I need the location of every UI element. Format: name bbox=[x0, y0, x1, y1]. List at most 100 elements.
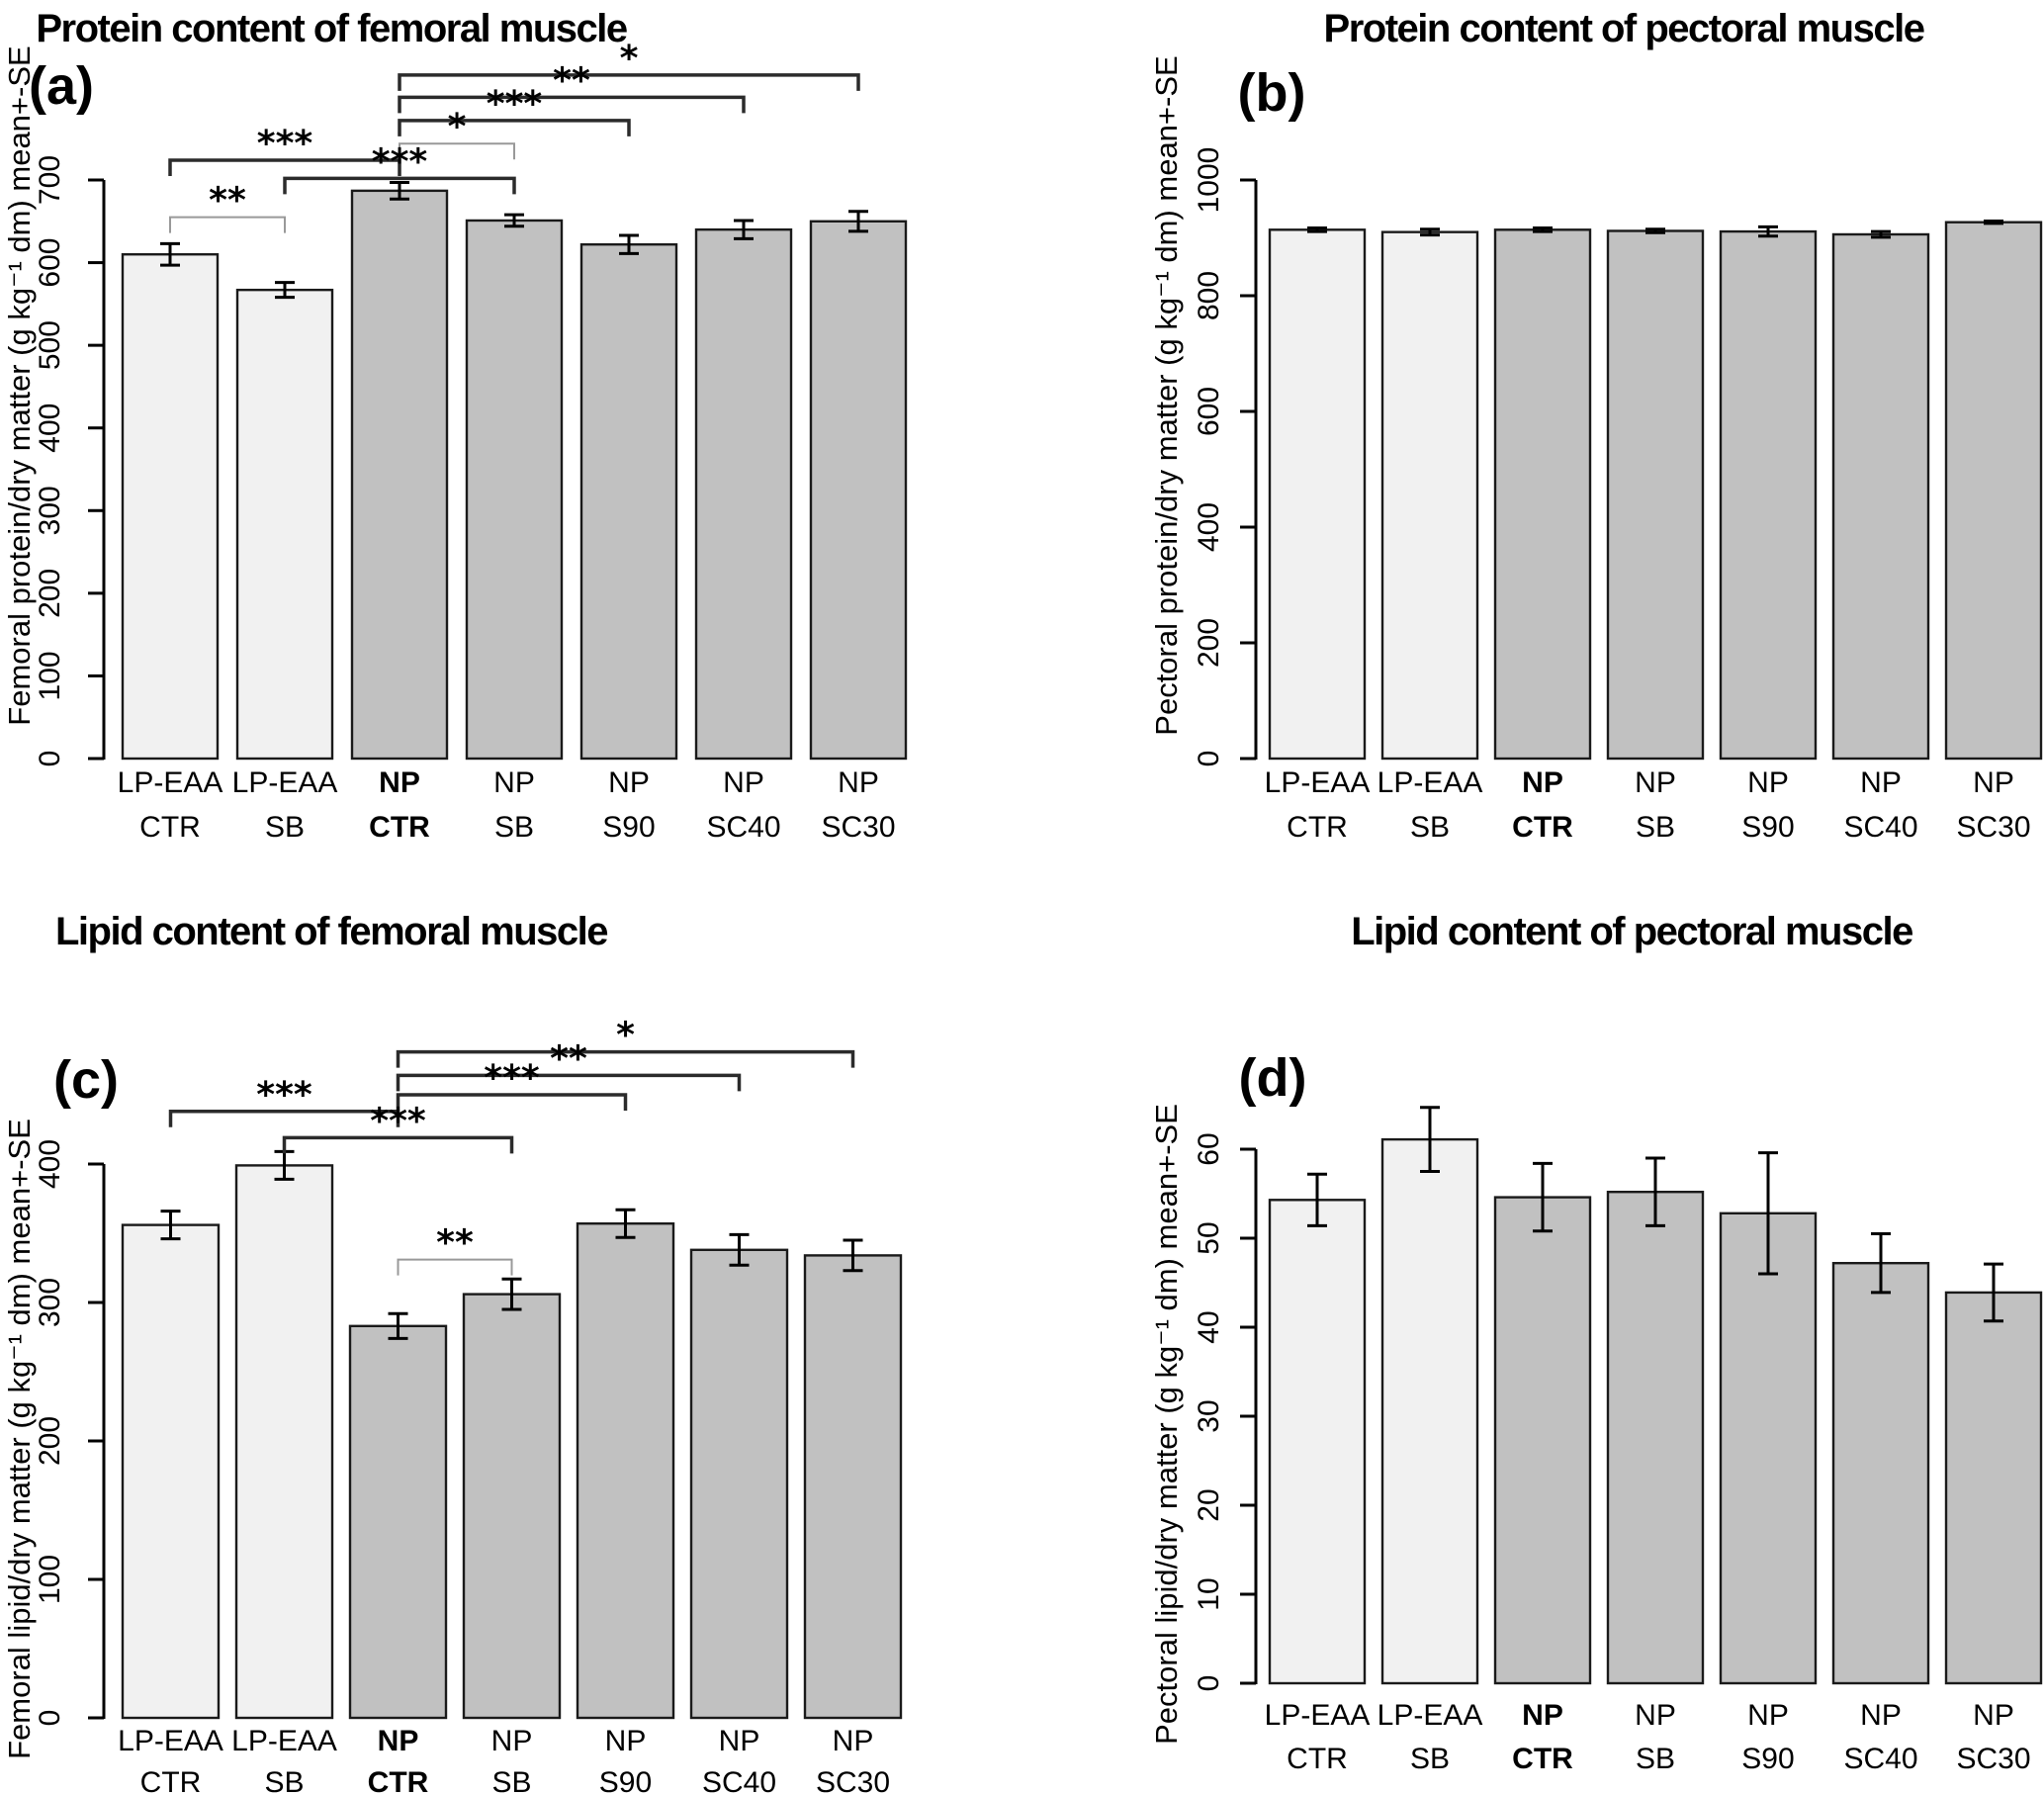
sig-bracket-path bbox=[168, 158, 401, 176]
error-bar-a-lp-eaa-sb bbox=[275, 281, 295, 300]
sig-bracket-path bbox=[398, 73, 860, 91]
sig-stars-label: *** bbox=[484, 1058, 540, 1099]
panel-d-y-axis-title: Pectoral lipid/dry matter (g kg⁻¹ dm) me… bbox=[1149, 1104, 1184, 1745]
x-label-a-np-sc30-line1: NP bbox=[838, 766, 879, 799]
panel-b-y-tick-label-200: 200 bbox=[1193, 618, 1225, 668]
panel-d-y-tick-label-0: 0 bbox=[1193, 1675, 1225, 1692]
sig-stars-label: ** bbox=[209, 181, 246, 222]
panel-a-y-tick-label-200: 200 bbox=[34, 569, 66, 618]
sig-bracket-path bbox=[283, 176, 516, 195]
x-label-a-np-ctr-line2: CTR bbox=[369, 811, 430, 844]
x-label-b-lp-eaa-ctr-line1: LP-EAA bbox=[1265, 766, 1371, 799]
bar-b-np-sb bbox=[1606, 229, 1705, 761]
sig-bracket-path bbox=[398, 119, 631, 136]
error-bar-c-np-sc30 bbox=[843, 1238, 863, 1273]
sig-bracket-a-5-3star: *** bbox=[283, 141, 516, 195]
panel-d-letter-label: (d) bbox=[1239, 1048, 1307, 1108]
x-label-a-np-sc40-line1: NP bbox=[723, 766, 764, 799]
bar-c-lp-eaa-ctr bbox=[121, 1223, 221, 1720]
bar-a-np-sc30 bbox=[809, 220, 908, 761]
x-label-c-np-s90-line1: NP bbox=[605, 1725, 647, 1757]
sig-bracket-path bbox=[396, 1073, 742, 1092]
panel-d-y-tick-label-50: 50 bbox=[1193, 1221, 1225, 1254]
bar-c-np-sb bbox=[462, 1293, 562, 1720]
panel-a-y-tick-label-500: 500 bbox=[34, 320, 66, 370]
panel-b-y-tick-label-600: 600 bbox=[1193, 387, 1225, 436]
x-label-a-lp-eaa-sb-line1: LP-EAA bbox=[232, 766, 338, 799]
bar-a-np-sc40 bbox=[694, 227, 793, 761]
panel-c-y-tick-label-400: 400 bbox=[34, 1139, 66, 1189]
error-bar-a-np-sb bbox=[504, 213, 524, 228]
panel-d: Lipid content of pectoral muscle (d) 0 10 20… bbox=[1149, 910, 2043, 1775]
panel-c-y-axis-title: Femoral lipid/dry matter (g kg⁻¹ dm) mea… bbox=[2, 1119, 37, 1759]
bar-b-lp-eaa-ctr bbox=[1268, 228, 1367, 761]
error-bar-b-np-s90 bbox=[1758, 224, 1778, 238]
sig-bracket-a-1-2star: ** bbox=[398, 60, 746, 114]
panel-a-title: Protein content of femoral muscle bbox=[36, 7, 627, 50]
sig-bracket-path bbox=[169, 216, 286, 233]
panel-b-y-axis-title: Pectoral protein/dry matter (g kg⁻¹ dm) … bbox=[1149, 55, 1184, 735]
bar-c-np-sc40 bbox=[689, 1248, 789, 1720]
sig-bracket-a-2-3star: *** bbox=[398, 84, 631, 136]
bar-d-np-ctr bbox=[1493, 1196, 1592, 1685]
bar-d-np-sc30 bbox=[1944, 1291, 2043, 1685]
x-label-c-np-sc30-line2: SC30 bbox=[816, 1766, 890, 1795]
bar-b-np-sc30 bbox=[1944, 221, 2043, 761]
panel-c-y-tick-label-100: 100 bbox=[34, 1555, 66, 1604]
bar-d-np-sb bbox=[1606, 1190, 1705, 1685]
panel-d-title: Lipid content of pectoral muscle bbox=[1351, 910, 1912, 953]
bar-d-lp-eaa-sb bbox=[1380, 1137, 1479, 1685]
sig-stars-label: *** bbox=[372, 141, 428, 182]
x-label-c-np-sc30-line1: NP bbox=[833, 1725, 874, 1757]
x-label-d-np-sc40-line2: SC40 bbox=[1843, 1743, 1917, 1775]
sig-stars-label: ** bbox=[550, 1038, 587, 1079]
bar-a-np-s90 bbox=[579, 242, 678, 761]
error-bar-a-lp-eaa-ctr bbox=[160, 241, 180, 267]
panel-c-y-tick-label-300: 300 bbox=[34, 1278, 66, 1327]
x-label-d-lp-eaa-ctr-line1: LP-EAA bbox=[1265, 1699, 1371, 1732]
error-bar-d-np-sc40 bbox=[1871, 1232, 1891, 1295]
sig-bracket-c-3-3star: *** bbox=[168, 1075, 400, 1127]
panel-d-y-tick-label-60: 60 bbox=[1193, 1132, 1225, 1165]
error-bar-c-np-sc40 bbox=[729, 1232, 750, 1267]
x-label-c-lp-eaa-ctr-line2: CTR bbox=[140, 1766, 202, 1795]
panel-a-y-tick-label-100: 100 bbox=[34, 651, 66, 700]
bar-b-np-sc40 bbox=[1831, 232, 1930, 761]
error-bar-d-lp-eaa-sb bbox=[1420, 1106, 1440, 1173]
panel-b-letter-label: (b) bbox=[1238, 63, 1306, 123]
sig-stars-label: * bbox=[448, 107, 467, 147]
sig-bracket-a-3-1star: * bbox=[399, 107, 515, 160]
panel-b-y-tick-label-0: 0 bbox=[1193, 751, 1225, 767]
x-label-a-lp-eaa-ctr-line2: CTR bbox=[139, 811, 201, 844]
sig-stars-label: * bbox=[616, 1016, 635, 1056]
x-label-a-np-sc40-line2: SC40 bbox=[706, 811, 780, 844]
error-bar-c-np-sb bbox=[501, 1277, 522, 1311]
panel-a-y-tick-label-0: 0 bbox=[34, 751, 66, 767]
x-label-d-np-s90-line1: NP bbox=[1747, 1699, 1789, 1732]
x-label-c-lp-eaa-sb-line1: LP-EAA bbox=[231, 1725, 337, 1757]
error-bar-d-np-sc30 bbox=[1984, 1262, 2003, 1323]
x-label-c-np-s90-line2: S90 bbox=[599, 1766, 652, 1795]
x-label-b-np-sc40-line1: NP bbox=[1860, 766, 1902, 799]
sig-stars-label: *** bbox=[256, 1075, 312, 1116]
panel-d-y-tick-label-30: 30 bbox=[1193, 1399, 1225, 1432]
sig-bracket-path bbox=[399, 142, 515, 160]
error-bar-b-lp-eaa-ctr bbox=[1307, 226, 1327, 233]
panel-b-y-tick-label-1000: 1000 bbox=[1193, 147, 1225, 214]
sig-bracket-c-0-1star: * bbox=[396, 1016, 855, 1068]
error-bar-b-np-sc40 bbox=[1871, 229, 1891, 239]
bar-b-lp-eaa-sb bbox=[1380, 230, 1479, 761]
x-label-b-np-sc30-line2: SC30 bbox=[1956, 811, 2030, 844]
x-label-c-np-sc40-line2: SC40 bbox=[702, 1766, 776, 1795]
x-label-d-np-ctr-line1: NP bbox=[1522, 1699, 1563, 1732]
sig-bracket-c-4-3star: *** bbox=[282, 1101, 514, 1154]
panel-a-y-axis-title: Femoral protein/dry matter (g kg⁻¹ dm) m… bbox=[2, 45, 37, 725]
sig-stars-label: ** bbox=[436, 1223, 474, 1264]
error-bar-d-np-sb bbox=[1645, 1156, 1665, 1227]
sig-stars-label: *** bbox=[370, 1101, 426, 1141]
sig-bracket-a-0-1star: * bbox=[398, 39, 860, 91]
bar-a-lp-eaa-sb bbox=[235, 288, 334, 761]
x-label-d-lp-eaa-sb-line2: SB bbox=[1410, 1743, 1450, 1775]
panel-a-y-tick-label-300: 300 bbox=[34, 486, 66, 535]
